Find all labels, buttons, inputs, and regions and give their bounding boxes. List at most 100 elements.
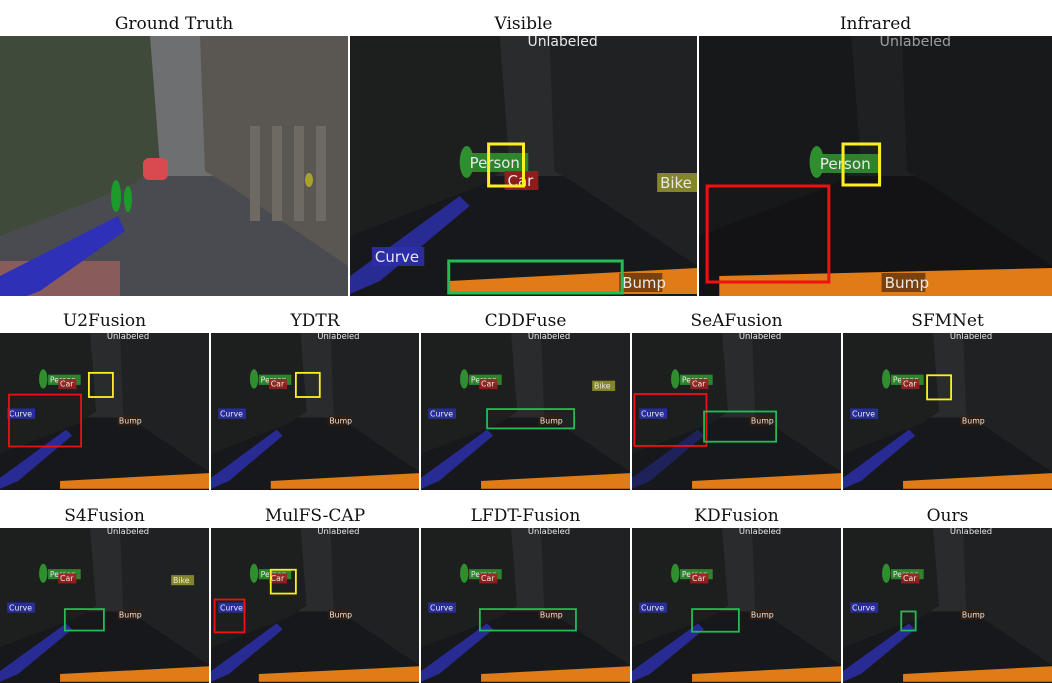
car-tag-bg bbox=[690, 573, 709, 584]
person-segment bbox=[39, 563, 48, 583]
bump-label: Bump bbox=[329, 610, 352, 619]
person-segment bbox=[39, 369, 48, 389]
unlabeled-label: Unlabeled bbox=[107, 333, 149, 341]
building-column bbox=[272, 126, 282, 221]
bump-label: Bump bbox=[751, 610, 774, 619]
building-column bbox=[294, 126, 304, 221]
unlabeled-label: Unlabeled bbox=[528, 333, 570, 341]
curve-tag-bg bbox=[218, 408, 246, 419]
panel-title-cddfuse: CDDFuse bbox=[484, 311, 567, 331]
unlabeled-label: Unlabeled bbox=[527, 36, 597, 50]
panel-lfdt-fusion: UnlabeledPersonCarCurveBump bbox=[421, 528, 630, 683]
highlight-box-green bbox=[691, 608, 740, 633]
panel-sfmnet: UnlabeledPersonCarCurveBump bbox=[843, 333, 1052, 490]
left-buildings bbox=[211, 528, 307, 648]
panel-title-mulfs-cap: MulFS-CAP bbox=[264, 506, 366, 526]
bump-label: Bump bbox=[540, 417, 563, 426]
panel-u2fusion: UnlabeledPersonCarCurveBump bbox=[0, 333, 209, 490]
curve-tag-bg bbox=[218, 602, 246, 613]
bump-label: Bump bbox=[119, 417, 142, 426]
panel-ydtr: UnlabeledPersonCarCurveBump bbox=[211, 333, 419, 490]
highlight-box-yellow bbox=[487, 142, 525, 188]
person-ground-truth bbox=[111, 180, 121, 212]
curve-segment bbox=[632, 623, 705, 682]
left-buildings bbox=[632, 528, 729, 648]
panel-title-kdfusion: KDFusion bbox=[694, 506, 779, 526]
left-buildings bbox=[0, 36, 160, 236]
highlight-box-yellow bbox=[841, 142, 882, 187]
scene-sea: UnlabeledPersonCarCurveBump bbox=[632, 333, 841, 490]
car-tag-bg bbox=[58, 573, 77, 584]
car-tag-bg bbox=[268, 573, 288, 584]
panel-title-lfdt-fusion: LFDT-Fusion bbox=[470, 506, 581, 526]
panel-title-sfmnet: SFMNet bbox=[911, 311, 984, 331]
unlabeled-label: Unlabeled bbox=[528, 528, 570, 536]
curve-tag-bg bbox=[850, 408, 879, 419]
car-label: Car bbox=[60, 574, 74, 583]
panel-kdfusion: UnlabeledPersonCarCurveBump bbox=[632, 528, 841, 683]
curve-segment bbox=[0, 623, 73, 682]
building-column bbox=[316, 126, 326, 221]
person-segment bbox=[882, 563, 891, 583]
curve-segment bbox=[843, 623, 916, 682]
highlight-box-green bbox=[486, 408, 576, 430]
highlight-box-green bbox=[900, 610, 917, 632]
panel-mulfs-cap: UnlabeledPersonCarCurveBump bbox=[211, 528, 419, 683]
bump-tag-bg bbox=[117, 609, 141, 620]
car-tag-bg bbox=[268, 378, 288, 390]
highlight-box-yellow bbox=[926, 374, 953, 401]
highlight-box-green bbox=[63, 608, 105, 632]
person-segment bbox=[460, 369, 469, 389]
right-buildings bbox=[120, 528, 209, 666]
curve-label: Curve bbox=[9, 409, 32, 418]
curve-segment bbox=[211, 623, 283, 682]
panel-title-s4fusion: S4Fusion bbox=[64, 506, 145, 526]
bump-tag-bg bbox=[117, 415, 141, 426]
person-segment bbox=[882, 369, 891, 389]
car-tag-bg bbox=[901, 573, 920, 584]
highlight-box-red bbox=[213, 598, 246, 634]
unlabeled-label: Unlabeled bbox=[950, 333, 992, 341]
bump-label: Bump bbox=[962, 417, 985, 426]
left-buildings bbox=[0, 333, 97, 454]
bump-label: Bump bbox=[885, 274, 930, 292]
curve-label: Curve bbox=[220, 409, 243, 418]
right-buildings bbox=[541, 528, 630, 666]
car-label: Car bbox=[60, 380, 74, 389]
curve-label: Curve bbox=[641, 603, 664, 612]
bump-tag-bg bbox=[538, 609, 562, 620]
left-buildings bbox=[421, 333, 518, 454]
highlight-box-green bbox=[478, 608, 577, 632]
highlight-box-green bbox=[447, 259, 624, 295]
bump-segment bbox=[692, 473, 841, 489]
car-label: Car bbox=[271, 380, 285, 389]
bike-label: Bike bbox=[660, 174, 692, 192]
panel-title-ydtr: YDTR bbox=[290, 311, 340, 331]
left-buildings bbox=[421, 528, 518, 648]
bike-label: Bike bbox=[173, 576, 190, 585]
car-label: Car bbox=[692, 574, 706, 583]
right-buildings bbox=[963, 333, 1052, 472]
curve-label: Curve bbox=[430, 603, 453, 612]
left-buildings bbox=[350, 36, 510, 236]
scene-kd: UnlabeledPersonCarCurveBump bbox=[632, 528, 841, 683]
scene-ours: UnlabeledPersonCarCurveBump bbox=[843, 528, 1052, 683]
curve-segment bbox=[211, 429, 283, 489]
left-buildings bbox=[0, 528, 97, 648]
bump-label: Bump bbox=[622, 274, 666, 292]
curve-label: Curve bbox=[430, 409, 453, 418]
right-buildings bbox=[330, 333, 419, 472]
panel-seafusion: UnlabeledPersonCarCurveBump bbox=[632, 333, 841, 490]
unlabeled-label: Unlabeled bbox=[880, 36, 951, 50]
curve-label: Curve bbox=[852, 409, 875, 418]
bike-ground-truth bbox=[305, 173, 313, 187]
unlabeled-label: Unlabeled bbox=[317, 333, 359, 341]
car-tag-bg bbox=[690, 378, 709, 390]
curve-label: Curve bbox=[852, 603, 875, 612]
scene-gt bbox=[0, 36, 348, 296]
bump-segment bbox=[903, 666, 1052, 682]
panel-visible: Unlabeled Person Car Bike Curve Bump bbox=[350, 36, 697, 296]
curve-label: Curve bbox=[375, 248, 419, 266]
bump-tag-bg bbox=[960, 609, 984, 620]
